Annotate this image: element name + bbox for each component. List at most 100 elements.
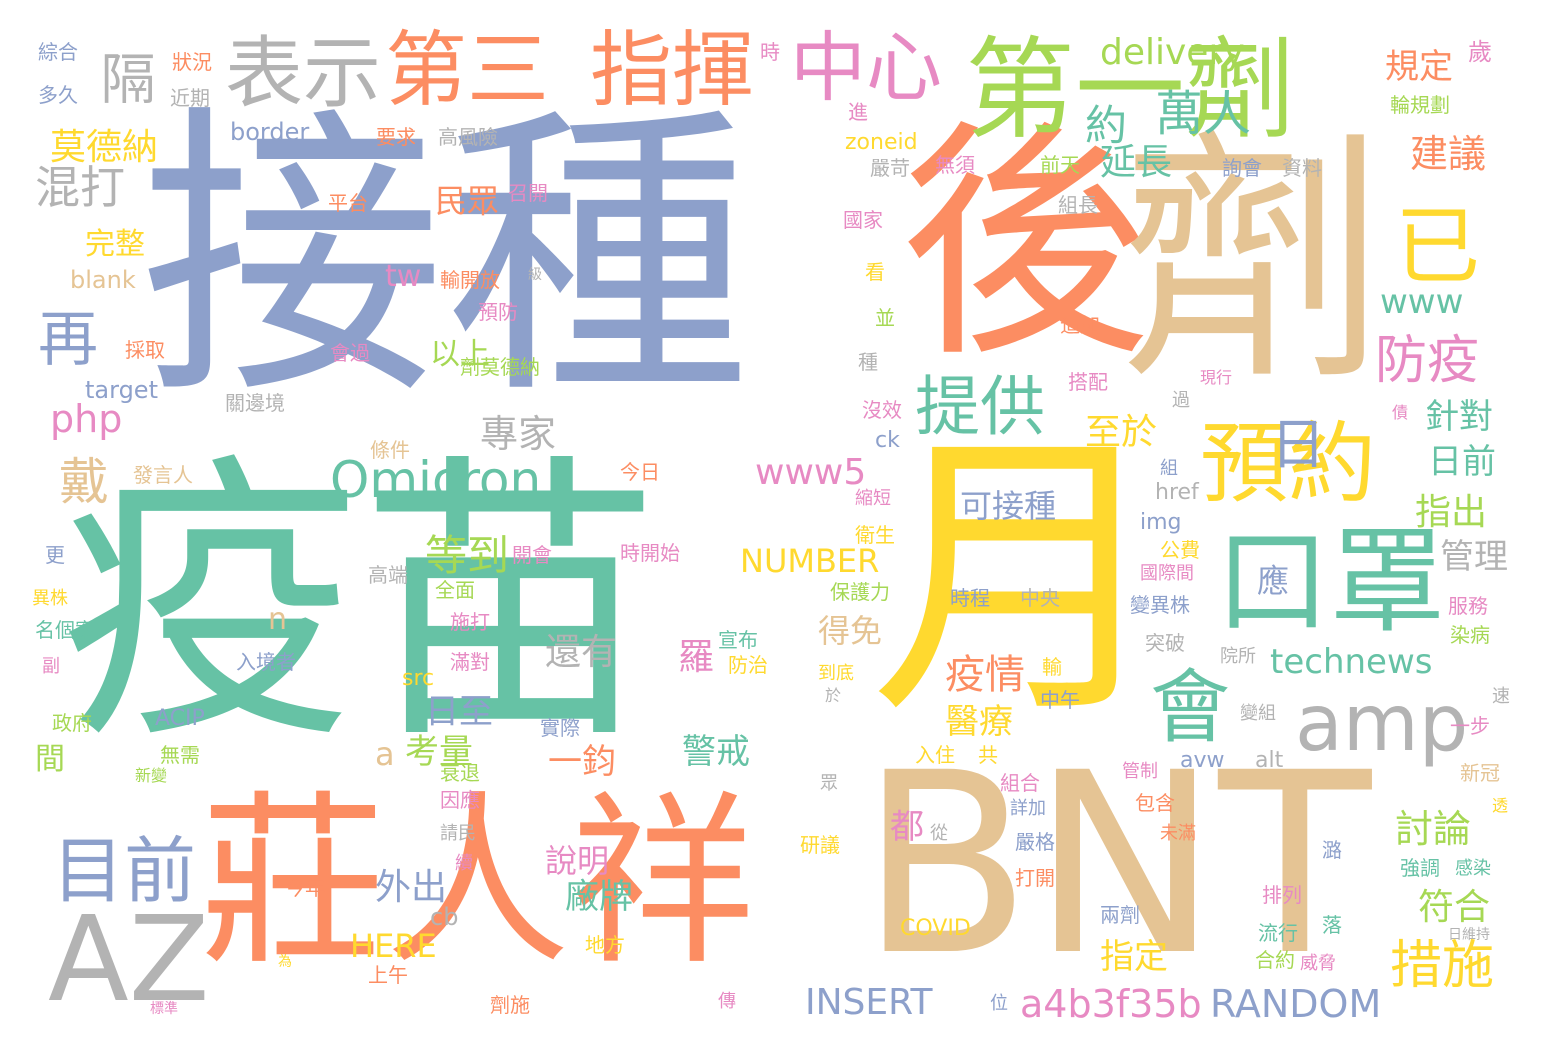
cloud-word: 至於 [1085,412,1158,453]
cloud-word: BNT [860,719,1372,1010]
cloud-word: target [85,376,158,404]
cloud-word: 搭配 [1068,370,1108,394]
cloud-word: 醫療 [945,702,1013,742]
cloud-word: 指定 [1100,937,1168,977]
cloud-word: 變異株 [1130,593,1190,617]
cloud-word: 中午 [1040,688,1080,712]
cloud-word: 再 [38,305,98,375]
cloud-word: 因應 [440,788,480,812]
cloud-word: 時 [760,40,780,64]
cloud-word: 劑莫德納 [460,355,540,379]
cloud-word: 中心 [790,23,942,112]
cloud-word: 高端 [368,563,408,587]
cloud-word: 保護力 [830,580,890,604]
cloud-word: delivery [1100,32,1245,73]
cloud-word: 請民 [440,823,476,844]
cloud-word: 入境者 [236,650,296,674]
cloud-word: 排列 [1262,883,1302,907]
cloud-word: 等到 [425,531,510,580]
cloud-word: 標準 [150,1001,178,1017]
cloud-word: 時開始 [620,541,680,565]
cloud-word: n [268,602,288,637]
cloud-word: 防治 [728,653,768,677]
cloud-word: 規定 [1385,47,1453,87]
cloud-word: 組合 [1000,771,1040,795]
cloud-word: 一步 [1450,714,1490,738]
cloud-word: technews [1270,642,1433,682]
cloud-word: 時程 [950,586,990,610]
cloud-word: NUMBER [740,542,880,580]
cloud-word: www [1380,282,1464,322]
cloud-word: alt [1255,748,1284,773]
cloud-word: 輸開放 [440,268,500,292]
cloud-word: 歲 [1468,38,1492,66]
cloud-word: 平台 [328,191,368,215]
cloud-word: 狀況 [172,50,212,74]
cloud-word: 異株 [32,588,68,609]
cloud-word: 實際 [540,716,580,740]
cloud-word: 戴 [51,455,109,505]
cloud-word: AZ [48,890,210,1028]
cloud-word: HERE [350,927,437,965]
cloud-word: 延長 [1100,142,1173,183]
cloud-word: 今日 [620,460,660,484]
cloud-word: 月 [870,405,1170,754]
cloud-word: 可接種 [960,487,1057,525]
cloud-word: 指出 [1415,492,1488,533]
cloud-word: 多久 [38,83,78,107]
cloud-word: ck [875,428,900,453]
cloud-word: 得免 [818,612,883,650]
cloud-word: 新冠 [1460,761,1500,785]
cloud-word: 要求 [376,125,416,149]
cloud-word: 沒效 [862,398,902,422]
cloud-word: 疫苗 [60,430,660,779]
cloud-word: 莫德納 [50,127,159,168]
cloud-word: 隔 [91,50,155,105]
cloud-word: 完整 [85,227,145,262]
cloud-word: 無需 [160,743,200,767]
cloud-word: 嚴格 [1015,830,1055,854]
cloud-word: 關邊境 [225,391,285,415]
cloud-word: 包含 [1135,791,1175,815]
cloud-word: 羅 [678,637,715,678]
cloud-word: amp [1295,679,1469,769]
cloud-word: 衰退 [440,761,480,785]
cloud-word: 日 [1261,415,1325,470]
cloud-word: 前天 [1040,153,1080,177]
cloud-word: 組長 [1058,193,1098,217]
cloud-word: 符合 [1418,887,1491,928]
cloud-word: 合約 [1255,948,1295,972]
cloud-word: 潞 [1322,838,1342,862]
cloud-word: 表示 [225,29,382,119]
cloud-word: cb [430,903,459,931]
cloud-word: COVID [900,916,971,941]
cloud-word: 落 [1322,913,1342,937]
cloud-word: 防疫 [1375,331,1480,391]
cloud-word: 萬人 [1155,86,1252,142]
cloud-word: 現行 [1200,368,1233,387]
cloud-word: 近期 [170,86,210,110]
cloud-word: 劑 [1120,108,1385,416]
cloud-word: 副 [42,656,60,677]
cloud-word: 日前 [1428,442,1496,482]
cloud-word: 綜合 [38,40,78,64]
cloud-word: 進 [848,100,868,124]
cloud-word: 目前 [52,829,197,913]
cloud-word: 會過 [330,341,370,365]
cloud-word: 應 [1257,562,1290,600]
cloud-word: blank [70,266,136,294]
cloud-word: zoneid [845,130,918,155]
cloud-word: 詳加 [1010,798,1046,819]
cloud-word: 針對 [1425,397,1493,437]
cloud-word: 續 [455,853,473,874]
cloud-word: 從 [930,823,948,844]
cloud-word: 名個案 [35,618,95,642]
cloud-word: 專家 [480,412,557,456]
cloud-word: 提供 [915,370,1046,445]
cloud-word: 研議 [800,833,840,857]
cloud-word: 疫情 [945,652,1025,698]
cloud-word: 一鈞 [548,742,616,782]
cloud-word: 第一劑 [965,26,1295,154]
cloud-word: 討論 [1395,807,1472,851]
cloud-word: 說明 [545,842,610,880]
